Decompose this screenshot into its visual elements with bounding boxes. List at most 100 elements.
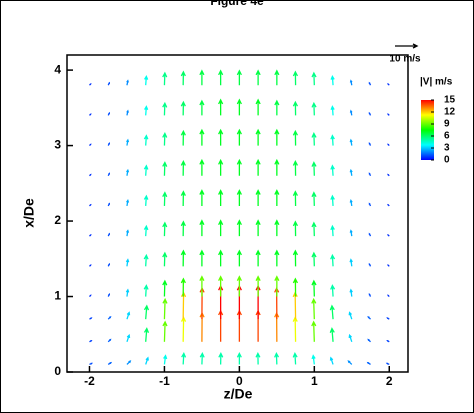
vector-arrow xyxy=(126,311,131,320)
vector-arrow xyxy=(255,275,261,297)
vector-arrow xyxy=(329,327,335,342)
vector-arrow xyxy=(255,98,261,116)
vector-arrow xyxy=(255,128,261,146)
y-tick-label: 0 xyxy=(54,364,61,378)
vector-arrow xyxy=(385,362,390,366)
x-tick-label: 0 xyxy=(236,374,243,388)
vector-arrow xyxy=(145,356,149,365)
vector-arrow xyxy=(311,251,317,267)
x-tick-label: -2 xyxy=(84,374,95,388)
vector-arrow xyxy=(89,294,92,297)
vector-arrow xyxy=(274,275,280,297)
vector-arrow xyxy=(368,262,372,267)
vector-arrow xyxy=(162,251,168,267)
vector-arrow xyxy=(126,333,131,343)
vector-arrow xyxy=(367,338,371,343)
vector-arrow xyxy=(274,158,280,176)
vector-arrow xyxy=(126,229,130,237)
colorbar-tick-label: 0 xyxy=(444,155,450,166)
vector-arrow xyxy=(255,158,261,176)
vector-arrow xyxy=(107,172,110,177)
vector-arrow xyxy=(366,361,371,365)
vector-arrow xyxy=(311,221,317,237)
x-tick-label: -1 xyxy=(159,374,170,388)
vector-arrow xyxy=(125,288,130,297)
vector-arrow xyxy=(330,194,335,206)
vector-arrow xyxy=(143,253,149,267)
vector-arrow xyxy=(163,354,168,365)
vector-arrow xyxy=(126,109,129,116)
vector-arrow xyxy=(199,99,205,116)
plot-area xyxy=(66,54,409,373)
vector-arrow xyxy=(218,69,224,86)
vector-arrow xyxy=(162,221,168,237)
vector-arrow xyxy=(367,315,371,320)
x-tick-label: 2 xyxy=(386,374,393,388)
vector-arrow xyxy=(255,69,261,86)
vector-arrow xyxy=(180,316,187,342)
vector-arrow xyxy=(330,164,335,176)
vector-arrow xyxy=(218,275,224,297)
vector-arrow xyxy=(180,277,186,297)
vector-arrow xyxy=(107,202,110,207)
vector-arrow xyxy=(180,100,186,116)
vector-arrow xyxy=(180,160,186,176)
vector-arrow xyxy=(180,220,186,237)
vector-arrow xyxy=(199,158,205,176)
vector-arrow xyxy=(89,264,92,267)
vector-arrow xyxy=(107,293,110,297)
vector-arrow xyxy=(218,98,224,116)
vector-arrow xyxy=(199,249,205,267)
vector-arrow xyxy=(368,293,372,297)
vector-arrow xyxy=(162,279,168,297)
vector-arrow xyxy=(162,101,168,116)
colorbar-tick-label: 15 xyxy=(444,95,456,106)
vector-arrow xyxy=(218,351,224,365)
vector-arrow xyxy=(255,351,261,365)
vector-arrow xyxy=(180,129,186,146)
vector-arrow xyxy=(143,284,149,297)
vector-arrow xyxy=(181,352,187,365)
vector-arrow xyxy=(107,361,113,365)
vector-arrow xyxy=(387,203,390,207)
vector-arrow xyxy=(199,275,205,297)
y-tick-label: 4 xyxy=(54,62,61,76)
vector-arrow xyxy=(143,304,150,320)
vector-arrow xyxy=(311,297,317,320)
vector-arrow xyxy=(349,288,353,297)
vector-arrow xyxy=(143,134,149,146)
vector-arrow xyxy=(126,168,130,176)
vector-arrow xyxy=(274,128,280,146)
vector-arrow xyxy=(218,128,224,146)
vector-arrow xyxy=(107,111,110,116)
vector-arrow xyxy=(387,234,390,237)
vector-arrow xyxy=(89,113,92,116)
vector-arrow xyxy=(255,219,261,237)
vector-arrow xyxy=(162,71,168,86)
vector-arrow xyxy=(387,173,390,177)
vector-arrow xyxy=(236,219,242,237)
vector-arrow xyxy=(126,199,130,207)
vector-arrow xyxy=(126,360,132,365)
colorbar-tick-label: 3 xyxy=(444,143,450,154)
vector-arrow xyxy=(89,362,93,366)
vector-arrow xyxy=(180,70,186,86)
vector-arrow xyxy=(368,172,372,177)
colorbar-tick-label: 12 xyxy=(444,107,456,118)
vector-arrow xyxy=(292,100,299,116)
vector-arrow xyxy=(292,220,299,237)
vector-arrow xyxy=(329,356,334,365)
vector-arrow xyxy=(387,264,390,267)
vector-arrow xyxy=(387,294,390,297)
vector-arrow xyxy=(162,191,168,206)
vector-arrow xyxy=(107,262,110,267)
vector-arrow xyxy=(274,351,280,365)
vector-arrow xyxy=(236,249,242,267)
vector-arrow xyxy=(143,224,149,237)
vector-arrow xyxy=(330,105,335,116)
vector-arrow xyxy=(180,291,187,320)
vector-arrow xyxy=(180,190,186,206)
vector-arrow xyxy=(347,360,353,365)
vector-arrow xyxy=(349,258,353,267)
